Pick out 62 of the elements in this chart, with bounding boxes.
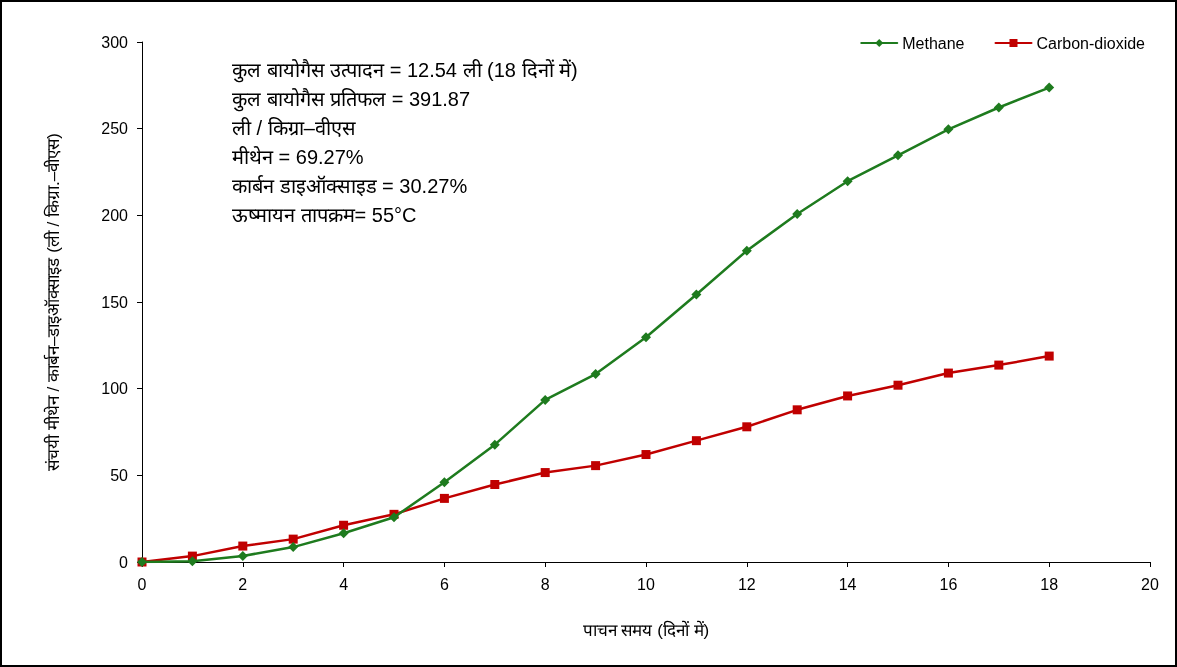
point: [994, 360, 1004, 370]
point: [540, 394, 551, 405]
legend-label: Carbon-dioxide: [1036, 34, 1146, 52]
y-tick-label: 50: [110, 466, 129, 484]
x-tick-label: 12: [737, 575, 756, 593]
point: [187, 556, 198, 567]
point: [490, 480, 500, 490]
y-tick-label: 250: [101, 120, 129, 138]
point: [792, 208, 803, 219]
x-tick-label: 18: [1040, 575, 1059, 593]
annotation: ऊष्मायन तापक्रम= 55°C: [232, 204, 417, 226]
y-tick-label: 0: [119, 553, 129, 571]
y-tick-label: 200: [101, 206, 129, 224]
x-tick-label: 14: [838, 575, 857, 593]
point: [641, 332, 651, 343]
point: [792, 405, 802, 415]
point: [893, 380, 903, 390]
point: [691, 436, 701, 446]
point: [591, 461, 601, 471]
point: [993, 102, 1004, 113]
point: [691, 289, 702, 300]
annotation: कुल बायोगैस प्रतिफल = 391.87: [232, 88, 471, 112]
point: [339, 520, 349, 530]
x-tick-label: 8: [540, 575, 550, 593]
point: [893, 150, 903, 161]
point: [741, 245, 752, 256]
point: [843, 391, 853, 401]
point: [489, 439, 500, 450]
x-tick-label: 4: [339, 575, 349, 593]
x-axis-title: पाचन समय (दिनों में): [582, 620, 710, 640]
point: [540, 468, 550, 478]
point: [943, 124, 954, 135]
y-tick-label: 100: [101, 380, 129, 398]
point: [742, 422, 752, 432]
x-tick-label: 16: [939, 575, 958, 593]
point: [439, 477, 450, 488]
point: [237, 550, 248, 561]
y-tick-label: 300: [101, 33, 129, 51]
point: [439, 493, 449, 503]
x-tick-label: 2: [238, 575, 248, 593]
point: [288, 534, 298, 544]
annotation: कार्बन डाइऑक्साइड = 30.27%: [232, 175, 468, 197]
annotation: मीथेन = 69.27%: [232, 146, 364, 168]
x-tick-label: 10: [637, 575, 655, 593]
point: [1044, 351, 1054, 361]
x-tick-label: 6: [439, 575, 449, 593]
annotation: कुल बायोगैस उत्पादन = 12.54 ली (18 दिनों में): [232, 59, 578, 83]
point: [1044, 82, 1055, 93]
y-tick-label: 150: [101, 293, 129, 311]
point: [338, 528, 349, 539]
legend-label: Methane: [902, 34, 965, 52]
point: [590, 369, 601, 380]
point: [641, 450, 651, 460]
x-tick-label: 20: [1141, 575, 1159, 593]
x-tick-label: 0: [137, 575, 147, 593]
point: [389, 512, 399, 523]
point: [288, 542, 299, 553]
point: [842, 176, 853, 187]
point: [943, 368, 953, 378]
annotation: ली / किग्रा–वीएस: [232, 117, 356, 139]
point: [238, 541, 248, 551]
y-axis-title: संचयी मीथेन / कार्बन–डाइऑक्साइड (ली / किग्रा.–वीएस): [43, 133, 63, 471]
